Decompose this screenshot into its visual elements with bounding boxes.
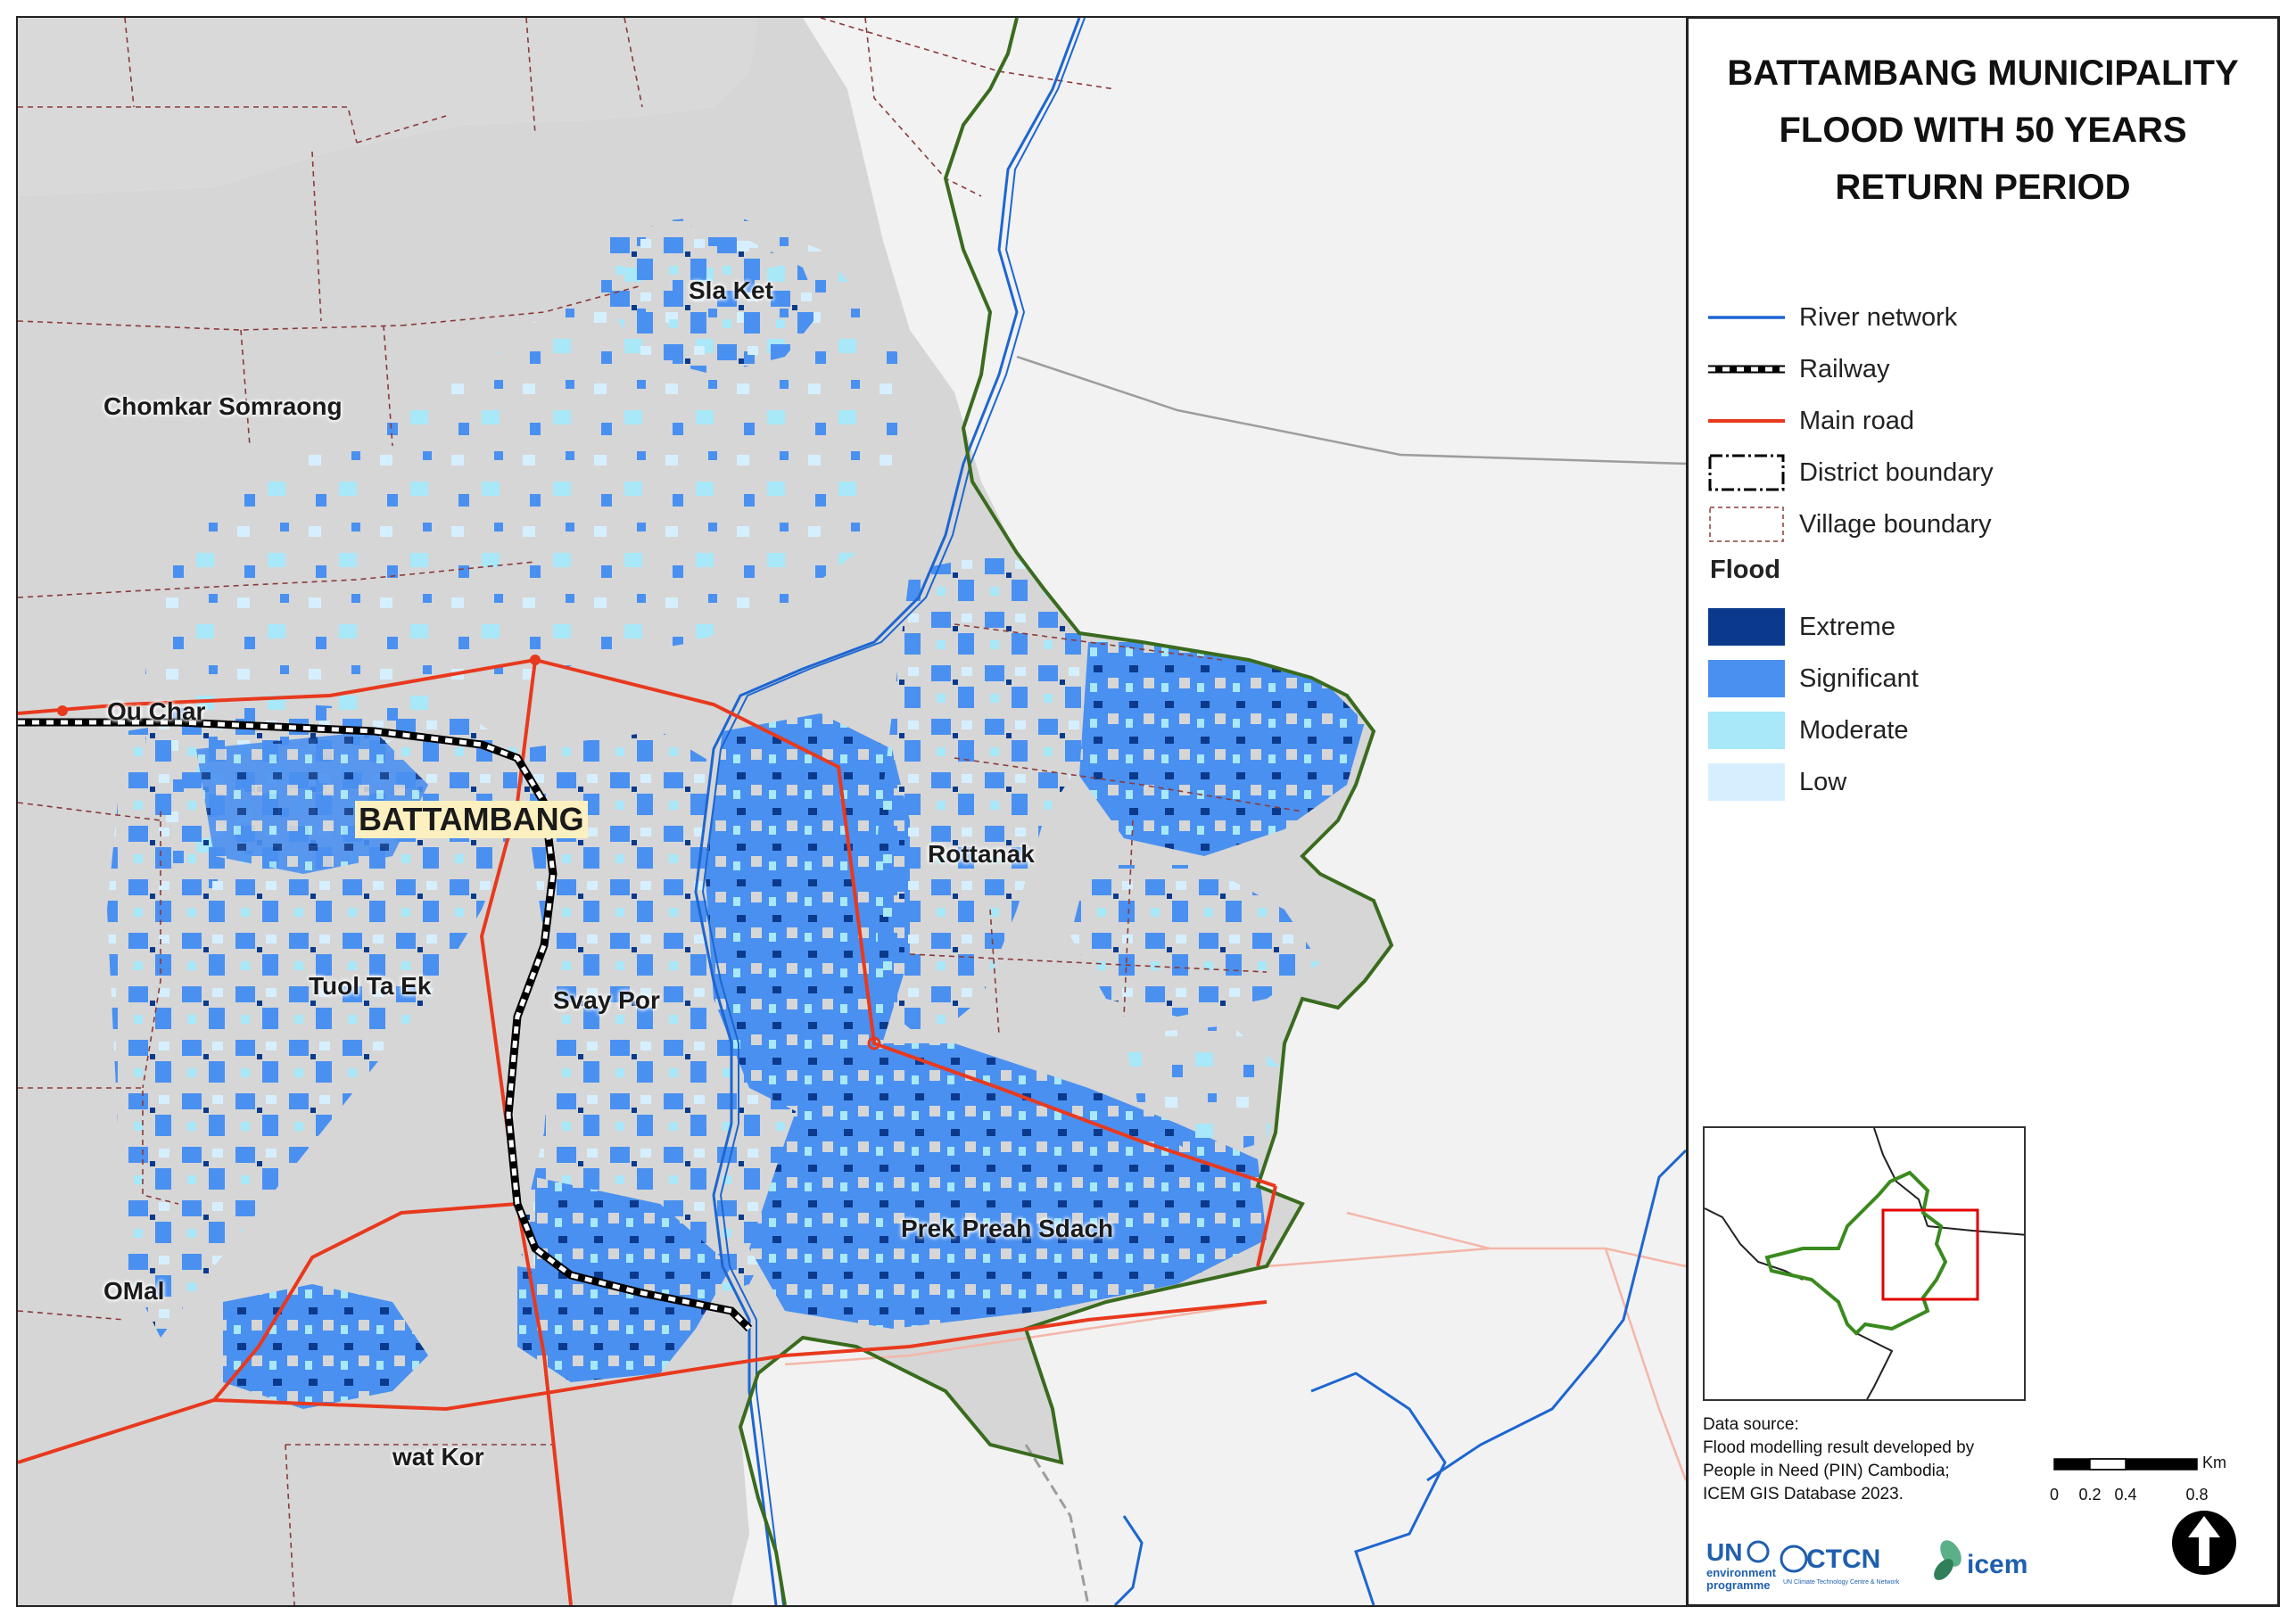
legend-river: River network: [1708, 297, 1957, 338]
legend-river-label: River network: [1799, 302, 1958, 332]
legend-low-label: Low: [1799, 767, 1847, 796]
side-panel: BATTAMBANG MUNICIPALITY FLOOD WITH 50 YE…: [1689, 18, 2277, 1605]
road-east-pink-2: [1266, 1247, 1491, 1268]
road-south-pink: [784, 1300, 1268, 1366]
label-ou-char: Ou Char: [107, 697, 206, 725]
panel-divider: [1686, 18, 1689, 1605]
legend-low-swatch: [1708, 763, 1785, 801]
north-arrow-icon: [2170, 1507, 2238, 1578]
source-line-1: Data source:: [1703, 1415, 1799, 1434]
river-network: [694, 18, 1686, 1605]
label-rottanak: Rottanak: [928, 840, 1035, 868]
legend-railway-symbol: [1708, 350, 1785, 388]
scale-tick-1: 0.2: [2078, 1486, 2101, 1504]
scale-bar: Km 0 0.2 0.4 0.8: [2045, 1446, 2259, 1518]
map-title: BATTAMBANG MUNICIPALITY FLOOD WITH 50 YE…: [1689, 45, 2277, 216]
unep-logo: UN environment programme: [1706, 1538, 1777, 1592]
legend-district: District boundary: [1708, 452, 1994, 493]
highway-east: [1016, 355, 1686, 465]
label-battambang: BATTAMBANG: [355, 801, 588, 838]
partner-logos: UN environment programme CTCN UN Climate…: [1703, 1534, 2077, 1596]
scale-unit: Km: [2202, 1454, 2226, 1471]
label-tuol-ta-ek: Tuol Ta Ek: [309, 972, 432, 1000]
legend-moderate-swatch: [1708, 712, 1785, 749]
ctcn-logo-sub: UN Climate Technology Centre & Network: [1783, 1579, 1900, 1586]
title-line-1: BATTAMBANG MUNICIPALITY: [1727, 54, 2239, 93]
flood-layer: [107, 214, 1365, 1409]
road-east-pink: [1346, 1211, 1686, 1268]
ctcn-logo: CTCN UN Climate Technology Centre & Netw…: [1780, 1545, 1900, 1586]
legend-extreme: Extreme: [1708, 606, 1895, 647]
railway-line: [18, 718, 753, 1332]
legend-district-label: District boundary: [1799, 457, 1994, 487]
inset-svg: [1705, 1128, 2024, 1399]
legend-significant-label: Significant: [1799, 663, 1919, 693]
scale-tick-0: 0: [2050, 1486, 2059, 1504]
road-southeast-pink: [1604, 1248, 1686, 1481]
legend-extreme-label: Extreme: [1799, 612, 1895, 641]
unep-logo-sub2: programme: [1706, 1578, 1771, 1592]
label-sla-ket: Sla Ket: [689, 276, 773, 304]
unep-logo-text: UN: [1706, 1538, 1742, 1566]
ctcn-logo-text: CTCN: [1806, 1545, 1880, 1574]
legend-extreme-swatch: [1708, 608, 1785, 646]
icem-logo-text: icem: [1967, 1550, 2028, 1579]
icem-logo: icem: [1934, 1540, 2028, 1580]
district-outline: [738, 18, 1394, 1605]
inset-extent-box: [1881, 1208, 1979, 1301]
main-roads: [18, 657, 1277, 1605]
road-junction-west: [57, 705, 68, 716]
map-canvas[interactable]: [18, 18, 1686, 1605]
road-junction-rottanak: [867, 1036, 881, 1050]
scale-tick-2: 0.4: [2114, 1486, 2136, 1504]
locator-inset-map: [1703, 1126, 2026, 1401]
outer-land-north: [18, 18, 758, 196]
legend-village-symbol: [1708, 506, 1785, 543]
source-line-4: ICEM GIS Database 2023.: [1703, 1485, 1904, 1504]
legend-moderate-label: Moderate: [1799, 715, 1909, 745]
scale-tick-3: 0.8: [2185, 1486, 2208, 1504]
label-svay-por: Svay Por: [553, 986, 660, 1014]
unep-logo-sub1: environment: [1706, 1566, 1777, 1579]
legend-significant-swatch: [1708, 660, 1785, 697]
railway-south-faint: [1024, 1444, 1090, 1605]
source-line-2: Flood modelling result developed by: [1703, 1438, 1975, 1457]
legend-flood-heading: Flood: [1710, 556, 1780, 584]
source-line-3: People in Need (PIN) Cambodia;: [1703, 1462, 1950, 1480]
title-line-2: FLOOD WITH 50 YEARS: [1779, 111, 2187, 150]
map-panel[interactable]: Sla Ket Chomkar Somraong Ou Char BATTAMB…: [18, 18, 1686, 1605]
legend-significant: Significant: [1708, 658, 1919, 699]
legend-main-road: Main road: [1708, 400, 1914, 441]
inset-municipality-outline: [1764, 1170, 1948, 1336]
legend-main-road-label: Main road: [1799, 406, 1914, 435]
label-prek-preah-sdach: Prek Preah Sdach: [901, 1215, 1114, 1242]
legend-river-symbol: [1708, 299, 1785, 336]
legend-village: Village boundary: [1708, 504, 1992, 545]
legend-moderate: Moderate: [1708, 710, 1909, 751]
label-wat-kor: wat Kor: [392, 1443, 484, 1471]
legend-railway-label: Railway: [1799, 354, 1890, 383]
title-line-3: RETURN PERIOD: [1835, 168, 2131, 207]
legend-low: Low: [1708, 762, 1846, 803]
legend-village-label: Village boundary: [1799, 509, 1992, 539]
village-boundaries: [18, 18, 1303, 1605]
label-omal: OMal: [103, 1277, 165, 1305]
legend-district-symbol: [1708, 454, 1785, 491]
label-chomkar-somraong: Chomkar Somraong: [103, 392, 343, 420]
legend-railway: Railway: [1708, 349, 1890, 390]
data-source: Data source: Flood modelling result deve…: [1703, 1413, 2077, 1506]
legend-main-road-symbol: [1708, 402, 1785, 440]
road-junction-north: [530, 655, 541, 665]
